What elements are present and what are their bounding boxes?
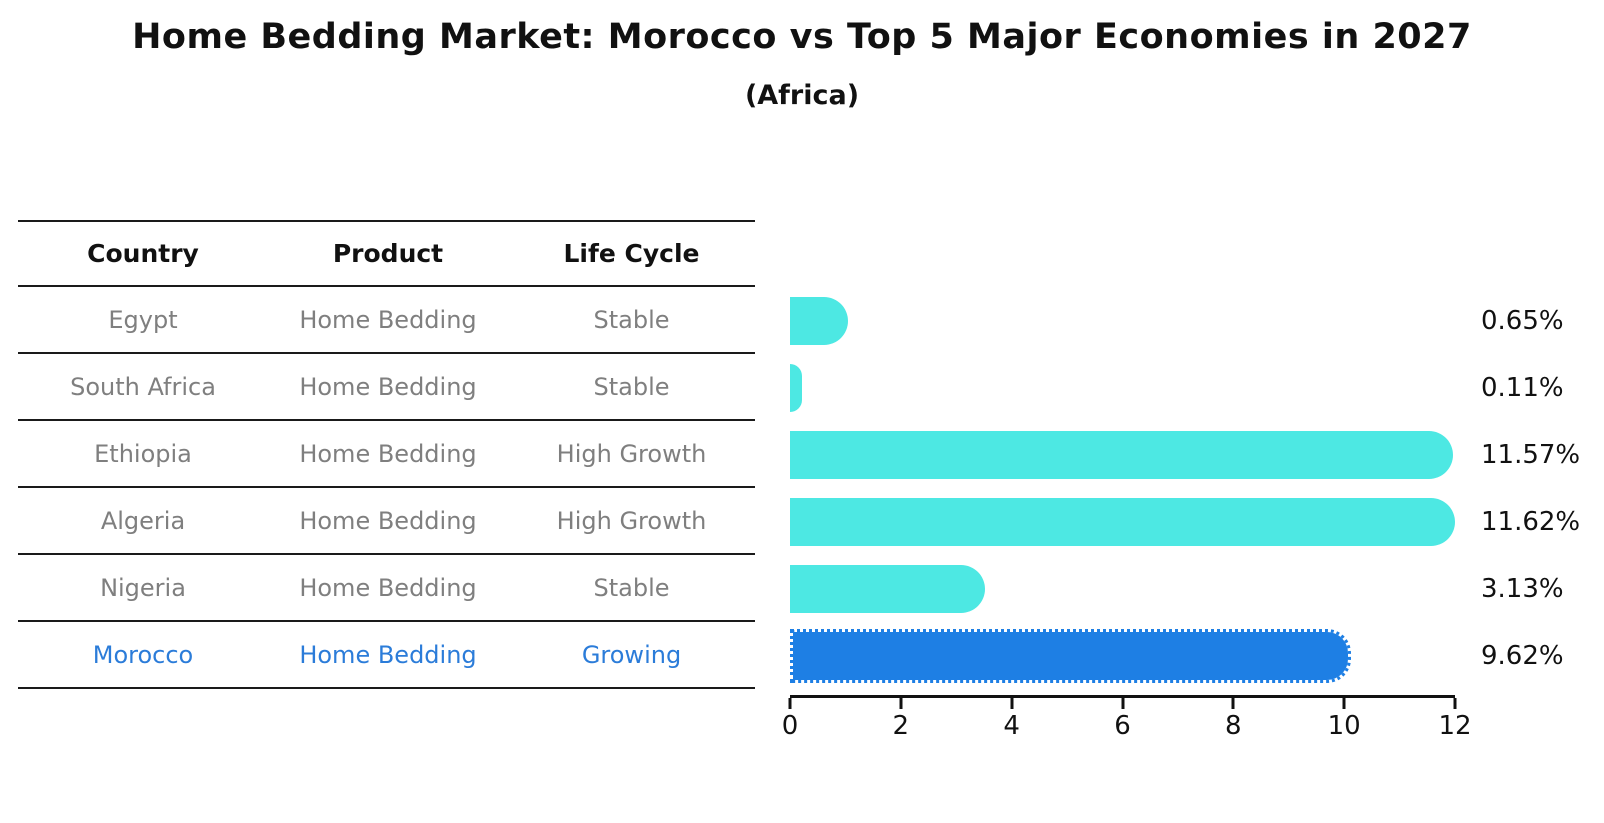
chart-subtitle: (Africa) [744,80,860,111]
table-row-nigeria: Nigeria Home Bedding Stable 3.13% [0,555,1604,622]
country-cell: Egypt [108,305,178,334]
x-tick-label: 6 [1114,711,1131,741]
life-cycle-cell: Stable [593,305,670,334]
product-cell: Home Bedding [299,305,477,334]
country-cell: Ethiopia [94,439,192,468]
table-row-ethiopia: Ethiopia Home Bedding High Growth 11.57% [0,421,1604,488]
header-bar-spacer [790,220,1455,287]
value-label: 11.62% [1481,506,1581,537]
country-cell: Nigeria [100,573,186,602]
product-cell: Home Bedding [299,439,477,468]
table-header-row: Country Product Life Cycle [0,220,1604,287]
table-row-morocco: Morocco Home Bedding Growing 9.62% [0,622,1604,689]
country-cell: Morocco [92,640,194,669]
bar-algeria [790,497,1455,546]
bar-ethiopia [790,430,1453,479]
x-tick-label: 0 [781,711,799,741]
chart-title: Home Bedding Market: Morocco vs Top 5 Ma… [132,17,1472,57]
x-tick-label: 8 [1225,711,1242,741]
value-label: 0.65% [1481,305,1564,336]
bar-morocco [790,628,1351,683]
x-tick [1231,698,1235,709]
x-tick [899,698,903,709]
table-row-algeria: Algeria Home Bedding High Growth 11.62% [0,488,1604,555]
bar-egypt [790,296,848,345]
value-label: 9.62% [1481,640,1564,671]
x-tick-label: 4 [1003,711,1020,741]
column-header-life-cycle: Life Cycle [563,239,700,268]
x-axis-line [790,695,1455,698]
x-tick [1342,698,1346,709]
product-cell: Home Bedding [299,372,477,401]
column-header-country: Country [87,239,199,268]
country-cell: South Africa [70,372,216,401]
x-axis: 0 2 4 6 8 10 12 [782,689,1472,741]
bar-nigeria [790,564,985,613]
x-tick-label: 12 [1438,711,1472,741]
value-label: 3.13% [1481,573,1564,604]
x-tick [788,698,792,709]
life-cycle-cell: Stable [593,573,670,602]
value-label: 11.57% [1481,439,1581,470]
x-tick [1010,698,1014,709]
x-tick [1453,698,1457,709]
life-cycle-cell: High Growth [556,439,707,468]
product-cell: Home Bedding [299,640,477,669]
table-and-bars: Country Product Life Cycle Egypt Home Be… [0,220,1604,689]
x-tick-label: 10 [1327,711,1361,741]
table-row-egypt: Egypt Home Bedding Stable 0.65% [0,287,1604,354]
product-cell: Home Bedding [299,506,477,535]
bar-south-africa [790,363,802,412]
country-cell: Algeria [100,506,186,535]
column-header-product: Product [332,239,444,268]
x-tick [1121,698,1124,709]
value-label: 0.11% [1481,372,1564,403]
life-cycle-cell: Growing [581,640,682,669]
life-cycle-cell: High Growth [556,506,707,535]
x-tick-label: 2 [892,711,910,741]
product-cell: Home Bedding [299,573,477,602]
life-cycle-cell: Stable [593,372,670,401]
table-row-south-africa: South Africa Home Bedding Stable 0.11% [0,354,1604,421]
